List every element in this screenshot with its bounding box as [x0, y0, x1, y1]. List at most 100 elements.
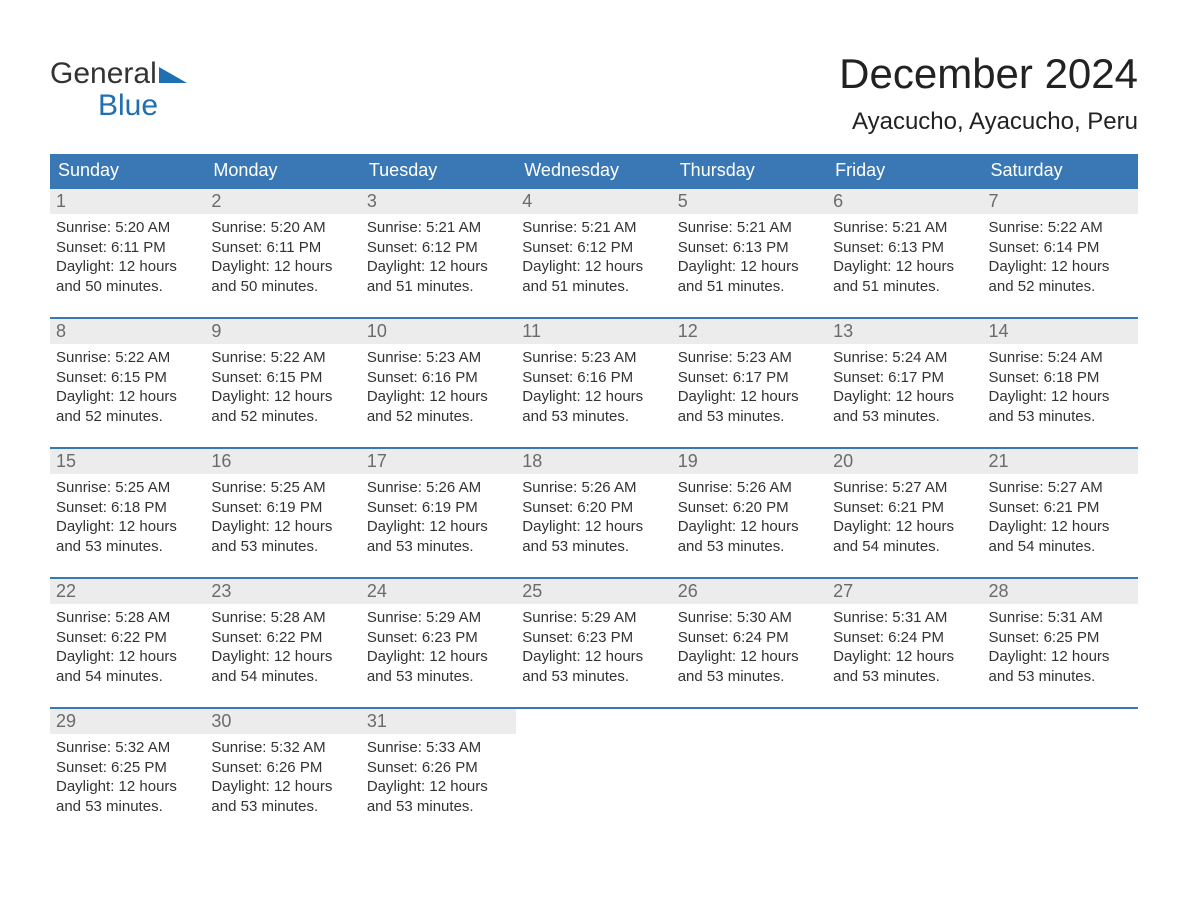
- week-row: 29Sunrise: 5:32 AMSunset: 6:25 PMDayligh…: [50, 707, 1138, 837]
- day-number: 27: [827, 579, 982, 604]
- day-sunrise: Sunrise: 5:26 AM: [367, 478, 510, 498]
- day-body: Sunrise: 5:25 AMSunset: 6:18 PMDaylight:…: [50, 474, 205, 556]
- calendar-cell: [983, 709, 1138, 837]
- day-number: 9: [205, 319, 360, 344]
- day-dl1: Daylight: 12 hours: [56, 517, 199, 537]
- week-row: 1Sunrise: 5:20 AMSunset: 6:11 PMDaylight…: [50, 187, 1138, 317]
- day-dl1: Daylight: 12 hours: [211, 257, 354, 277]
- day-sunset: Sunset: 6:12 PM: [367, 238, 510, 258]
- week-row: 8Sunrise: 5:22 AMSunset: 6:15 PMDaylight…: [50, 317, 1138, 447]
- day-sunrise: Sunrise: 5:32 AM: [56, 738, 199, 758]
- day-body: Sunrise: 5:33 AMSunset: 6:26 PMDaylight:…: [361, 734, 516, 816]
- day-dl2: and 51 minutes.: [678, 277, 821, 297]
- day-sunrise: Sunrise: 5:33 AM: [367, 738, 510, 758]
- day-number: 30: [205, 709, 360, 734]
- day-sunset: Sunset: 6:11 PM: [211, 238, 354, 258]
- day-dl2: and 53 minutes.: [989, 667, 1132, 687]
- day-sunset: Sunset: 6:14 PM: [989, 238, 1132, 258]
- day-dl1: Daylight: 12 hours: [56, 647, 199, 667]
- day-sunset: Sunset: 6:16 PM: [367, 368, 510, 388]
- day-sunset: Sunset: 6:23 PM: [367, 628, 510, 648]
- day-dl1: Daylight: 12 hours: [211, 517, 354, 537]
- day-header: Wednesday: [516, 154, 671, 187]
- day-dl1: Daylight: 12 hours: [522, 517, 665, 537]
- day-sunset: Sunset: 6:17 PM: [833, 368, 976, 388]
- day-dl2: and 53 minutes.: [522, 667, 665, 687]
- day-dl2: and 52 minutes.: [367, 407, 510, 427]
- day-sunset: Sunset: 6:22 PM: [56, 628, 199, 648]
- day-dl2: and 50 minutes.: [211, 277, 354, 297]
- day-dl1: Daylight: 12 hours: [367, 647, 510, 667]
- day-dl1: Daylight: 12 hours: [833, 387, 976, 407]
- week-row: 22Sunrise: 5:28 AMSunset: 6:22 PMDayligh…: [50, 577, 1138, 707]
- calendar-cell: 9Sunrise: 5:22 AMSunset: 6:15 PMDaylight…: [205, 319, 360, 447]
- logo-text-blue: Blue: [50, 90, 187, 122]
- calendar-cell: 23Sunrise: 5:28 AMSunset: 6:22 PMDayligh…: [205, 579, 360, 707]
- day-sunset: Sunset: 6:19 PM: [211, 498, 354, 518]
- day-dl2: and 53 minutes.: [56, 537, 199, 557]
- day-dl1: Daylight: 12 hours: [833, 257, 976, 277]
- header: General Blue December 2024 Ayacucho, Aya…: [50, 50, 1138, 136]
- day-sunrise: Sunrise: 5:20 AM: [211, 218, 354, 238]
- day-dl1: Daylight: 12 hours: [211, 777, 354, 797]
- day-header: Saturday: [983, 154, 1138, 187]
- calendar-cell: 22Sunrise: 5:28 AMSunset: 6:22 PMDayligh…: [50, 579, 205, 707]
- calendar-cell: [672, 709, 827, 837]
- day-dl2: and 54 minutes.: [56, 667, 199, 687]
- day-number: 31: [361, 709, 516, 734]
- calendar-cell: 1Sunrise: 5:20 AMSunset: 6:11 PMDaylight…: [50, 189, 205, 317]
- day-dl2: and 53 minutes.: [56, 797, 199, 817]
- day-dl1: Daylight: 12 hours: [522, 387, 665, 407]
- day-number: 15: [50, 449, 205, 474]
- day-header-row: Sunday Monday Tuesday Wednesday Thursday…: [50, 154, 1138, 187]
- day-number: 11: [516, 319, 671, 344]
- day-sunrise: Sunrise: 5:21 AM: [833, 218, 976, 238]
- day-dl2: and 53 minutes.: [367, 537, 510, 557]
- day-number: 5: [672, 189, 827, 214]
- day-sunset: Sunset: 6:25 PM: [989, 628, 1132, 648]
- day-number: 24: [361, 579, 516, 604]
- day-number: 1: [50, 189, 205, 214]
- day-number: 3: [361, 189, 516, 214]
- calendar-cell: 12Sunrise: 5:23 AMSunset: 6:17 PMDayligh…: [672, 319, 827, 447]
- day-sunrise: Sunrise: 5:29 AM: [367, 608, 510, 628]
- day-body: Sunrise: 5:31 AMSunset: 6:24 PMDaylight:…: [827, 604, 982, 686]
- day-body: Sunrise: 5:23 AMSunset: 6:16 PMDaylight:…: [516, 344, 671, 426]
- day-sunrise: Sunrise: 5:22 AM: [989, 218, 1132, 238]
- day-sunset: Sunset: 6:12 PM: [522, 238, 665, 258]
- day-dl2: and 53 minutes.: [522, 537, 665, 557]
- day-number: 23: [205, 579, 360, 604]
- day-number: 18: [516, 449, 671, 474]
- day-sunset: Sunset: 6:17 PM: [678, 368, 821, 388]
- day-body: Sunrise: 5:21 AMSunset: 6:13 PMDaylight:…: [827, 214, 982, 296]
- calendar-cell: 24 Sunrise: 5:29 AMSunset: 6:23 PMDayligh…: [361, 579, 516, 707]
- day-dl1: Daylight: 12 hours: [211, 647, 354, 667]
- day-number: 4: [516, 189, 671, 214]
- day-sunrise: Sunrise: 5:27 AM: [989, 478, 1132, 498]
- day-number: 8: [50, 319, 205, 344]
- day-dl1: Daylight: 12 hours: [678, 517, 821, 537]
- day-sunrise: Sunrise: 5:28 AM: [56, 608, 199, 628]
- day-sunrise: Sunrise: 5:23 AM: [367, 348, 510, 368]
- day-body: Sunrise: 5:24 AMSunset: 6:17 PMDaylight:…: [827, 344, 982, 426]
- day-number: 10: [361, 319, 516, 344]
- day-number: 17: [361, 449, 516, 474]
- calendar-cell: 5Sunrise: 5:21 AMSunset: 6:13 PMDaylight…: [672, 189, 827, 317]
- calendar-cell: 15Sunrise: 5:25 AMSunset: 6:18 PMDayligh…: [50, 449, 205, 577]
- day-sunset: Sunset: 6:16 PM: [522, 368, 665, 388]
- day-body: Sunrise: 5:21 AMSunset: 6:12 PMDaylight:…: [516, 214, 671, 296]
- day-dl2: and 52 minutes.: [56, 407, 199, 427]
- day-sunrise: Sunrise: 5:23 AM: [522, 348, 665, 368]
- day-dl1: Daylight: 12 hours: [522, 647, 665, 667]
- calendar-cell: 3Sunrise: 5:21 AMSunset: 6:12 PMDaylight…: [361, 189, 516, 317]
- day-sunrise: Sunrise: 5:25 AM: [211, 478, 354, 498]
- day-number: 7: [983, 189, 1138, 214]
- calendar-cell: 21Sunrise: 5:27 AMSunset: 6:21 PMDayligh…: [983, 449, 1138, 577]
- day-sunset: Sunset: 6:20 PM: [522, 498, 665, 518]
- calendar-cell: 31Sunrise: 5:33 AMSunset: 6:26 PMDayligh…: [361, 709, 516, 837]
- day-body: Sunrise: 5:23 AMSunset: 6:17 PMDaylight:…: [672, 344, 827, 426]
- day-sunset: Sunset: 6:13 PM: [678, 238, 821, 258]
- day-sunset: Sunset: 6:26 PM: [367, 758, 510, 778]
- day-header: Friday: [827, 154, 982, 187]
- day-dl2: and 54 minutes.: [211, 667, 354, 687]
